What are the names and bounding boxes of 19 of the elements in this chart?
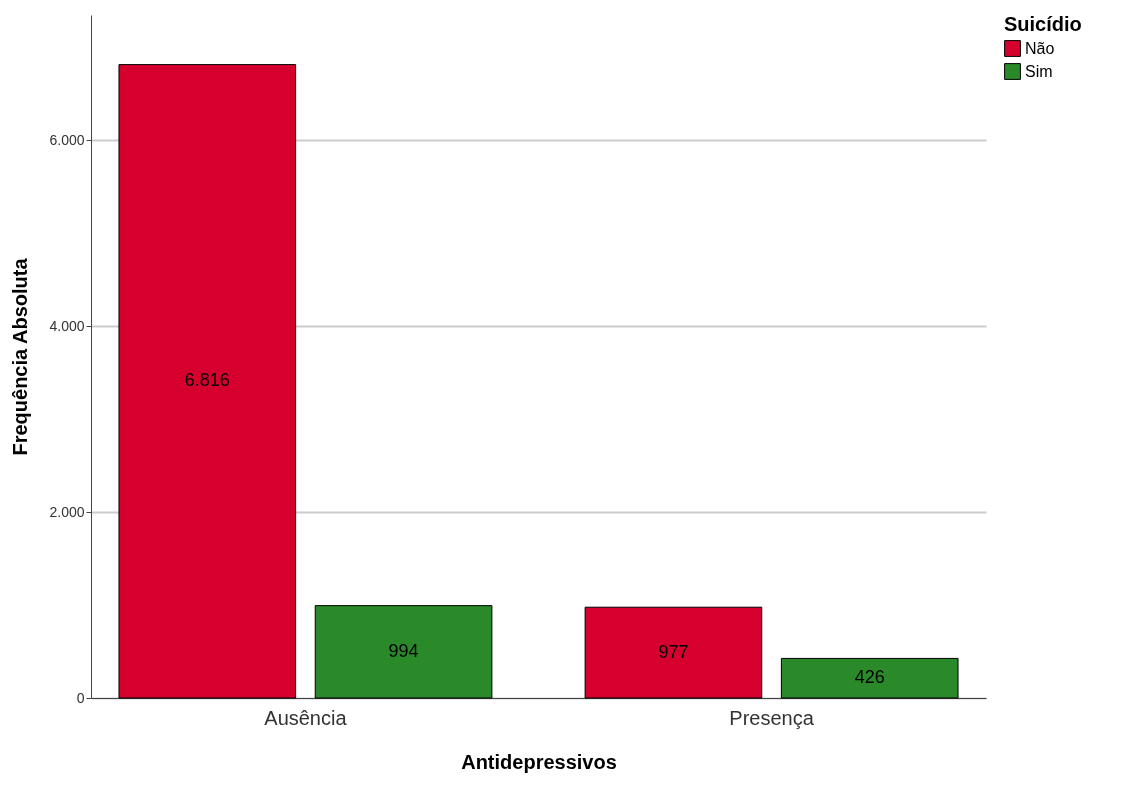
- bar: [118, 64, 297, 699]
- legend-title: Suicídio: [1004, 13, 1082, 35]
- y-tick-label: 2.000: [49, 503, 85, 520]
- y-tick-label: 4.000: [49, 317, 85, 334]
- x-tick-label: Presença: [729, 706, 815, 729]
- bar: [584, 606, 763, 699]
- data-label: 426: [854, 667, 885, 688]
- legend-label: Não: [1025, 39, 1055, 57]
- y-axis-title: Frequência Absoluta: [9, 257, 32, 456]
- data-label: 977: [658, 641, 689, 662]
- bar: [780, 657, 959, 699]
- x-axis-title: Antidepressivos: [461, 750, 617, 773]
- data-label: 994: [388, 640, 419, 661]
- x-tick-label: Ausência: [264, 706, 348, 729]
- bar: [314, 605, 493, 699]
- legend-label: Sim: [1025, 62, 1053, 80]
- data-label: 6.816: [184, 370, 230, 391]
- y-tick-label: 0: [76, 689, 85, 706]
- y-tick-label: 6.000: [49, 131, 85, 148]
